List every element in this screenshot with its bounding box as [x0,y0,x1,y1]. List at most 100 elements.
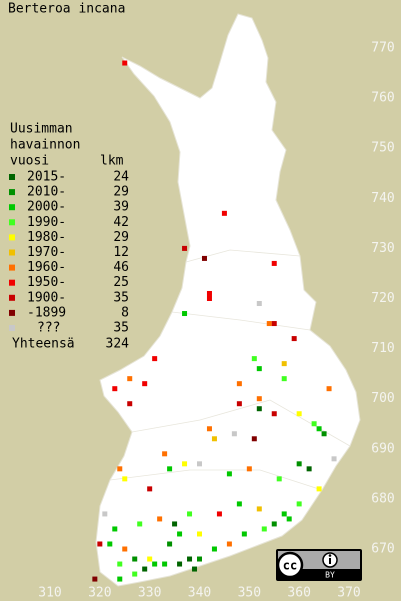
legend-label: 1980- [27,230,66,245]
observation-square [157,516,163,522]
by-icon-head [328,554,332,557]
observation-square [206,290,212,296]
legend-count: 42 [113,215,129,230]
northing-tick-label: 740 [371,191,394,206]
easting-tick-label: 350 [238,586,261,601]
legend-label: 2000- [27,200,66,215]
legend-swatch [9,264,15,271]
observation-square [231,431,237,437]
observation-square [251,436,257,442]
legend-heading: havainnon [10,138,80,153]
easting-tick-label: 330 [138,586,161,601]
observation-square [296,461,302,467]
observation-square [296,501,302,507]
legend-count: 29 [113,230,129,245]
observation-square [187,556,193,562]
legend-count: 46 [113,260,129,275]
easting-tick-label: 310 [38,586,61,601]
observation-square [206,296,212,301]
observation-square [197,531,202,537]
legend-swatch [9,174,15,180]
observation-square [182,461,188,467]
observation-square [211,436,217,442]
observation-square [276,476,282,482]
legend-label: -1899 [27,305,66,320]
observation-square [271,260,277,266]
observation-square [147,556,153,562]
observation-square [206,426,212,432]
legend-count: 39 [113,200,129,215]
legend-count: 29 [113,185,129,200]
observation-square [192,566,198,572]
northing-tick-label: 760 [371,91,394,106]
northing-tick-label: 770 [371,41,394,56]
observation-square [162,451,168,457]
observation-square [271,521,277,527]
observation-square [172,521,178,527]
northing-tick-label: 750 [371,141,394,156]
by-icon-body [329,558,331,564]
legend-count: 35 [113,290,129,305]
region-borders [109,249,351,491]
title: Berteroa incana [8,2,125,17]
legend-label: 1900- [27,290,66,305]
observation-square [167,466,173,472]
easting-tick-label: 340 [188,586,211,601]
observation-square [256,366,262,372]
observation-square [182,311,188,317]
legend-label: 1950- [27,275,66,290]
observation-square [177,531,183,537]
legend-swatch [9,294,15,301]
observation-square [187,511,193,517]
observation-square [117,576,123,582]
observation-square [261,526,267,532]
observation-square [127,376,133,382]
northing-tick-label: 710 [371,341,394,356]
observation-square [117,466,123,472]
legend-swatch [9,189,15,196]
easting-tick-label: 360 [287,586,310,601]
northing-tick-label: 680 [371,491,394,506]
observation-square [266,321,272,327]
observation-square [137,521,143,527]
legend-count: 12 [113,245,129,260]
observation-square [112,386,118,392]
northing-tick-label: 690 [371,441,394,456]
legend-label: ??? [37,321,60,336]
observation-square [117,561,123,567]
legend-swatch [9,219,15,226]
easting-tick-label: 370 [337,586,360,601]
observation-square [256,506,262,512]
observation-square [142,566,148,572]
observation-square [331,456,337,462]
observation-square [122,546,128,552]
legend-count: 8 [121,305,129,320]
legend-label: 2010- [27,185,66,200]
observation-square [152,356,158,362]
observation-square [182,245,188,251]
observation-square [311,421,317,427]
observation-square [102,511,108,517]
observation-square [147,486,153,492]
observation-square [132,556,138,562]
cc-icon: cc [283,559,297,573]
license-label: BY [325,571,335,580]
legend-label: 1960- [27,260,66,275]
observation-square [112,526,118,532]
observation-square [152,561,158,567]
observation-square [122,476,128,482]
legend-label: 2015- [27,170,66,185]
observation-square [92,576,98,582]
northing-tick-label: 700 [371,391,394,406]
observation-square [236,501,242,507]
observation-square [326,386,332,392]
observation-square [236,381,242,387]
legend-total: 324 [106,337,130,352]
observation-square [122,60,128,66]
observation-square [271,411,277,417]
observation-square [162,561,168,567]
observation-square [211,546,217,552]
observation-square [256,301,262,307]
